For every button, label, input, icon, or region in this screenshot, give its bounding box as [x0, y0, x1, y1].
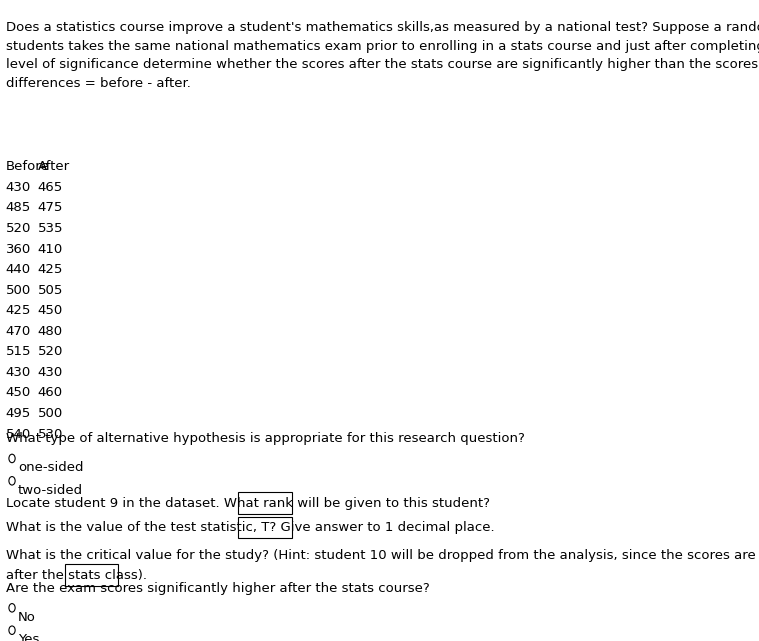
Text: 515: 515	[6, 345, 31, 358]
Text: 535: 535	[38, 222, 63, 235]
Text: 470: 470	[6, 325, 31, 338]
Text: 520: 520	[38, 345, 63, 358]
Text: After: After	[38, 160, 70, 173]
Text: 495: 495	[6, 407, 31, 420]
Text: No: No	[17, 611, 36, 624]
Text: 450: 450	[6, 387, 31, 399]
Text: 430: 430	[6, 366, 31, 379]
Text: What is the value of the test statistic, T? Give answer to 1 decimal place.: What is the value of the test statistic,…	[6, 521, 494, 535]
FancyBboxPatch shape	[238, 517, 291, 538]
Text: 475: 475	[38, 201, 63, 214]
Text: 530: 530	[38, 428, 63, 440]
Text: What is the critical value for the study? (Hint: student 10 will be dropped from: What is the critical value for the study…	[6, 549, 759, 562]
Text: 485: 485	[6, 201, 31, 214]
Text: Yes: Yes	[17, 633, 39, 641]
Text: 500: 500	[38, 407, 63, 420]
Text: 520: 520	[6, 222, 31, 235]
Text: 460: 460	[38, 387, 63, 399]
FancyBboxPatch shape	[65, 564, 118, 586]
Text: Does a statistics course improve a student's mathematics skills,as measured by a: Does a statistics course improve a stude…	[6, 21, 759, 90]
Text: 360: 360	[6, 242, 31, 256]
Text: one-sided: one-sided	[17, 462, 83, 474]
Text: 440: 440	[6, 263, 31, 276]
Text: 465: 465	[38, 181, 63, 194]
Text: 500: 500	[6, 284, 31, 297]
Text: 425: 425	[6, 304, 31, 317]
Text: Before: Before	[6, 160, 49, 173]
Text: two-sided: two-sided	[17, 484, 83, 497]
FancyBboxPatch shape	[238, 492, 291, 514]
Text: Locate student 9 in the dataset. What rank will be given to this student?: Locate student 9 in the dataset. What ra…	[6, 497, 490, 510]
Text: 480: 480	[38, 325, 63, 338]
Text: 430: 430	[38, 366, 63, 379]
Text: 540: 540	[6, 428, 31, 440]
Text: What type of alternative hypothesis is appropriate for this research question?: What type of alternative hypothesis is a…	[6, 433, 524, 445]
Text: 425: 425	[38, 263, 63, 276]
Text: 505: 505	[38, 284, 63, 297]
Text: 410: 410	[38, 242, 63, 256]
Text: after the stats class).: after the stats class).	[6, 569, 146, 582]
Text: 450: 450	[38, 304, 63, 317]
Text: 430: 430	[6, 181, 31, 194]
Text: Are the exam scores significantly higher after the stats course?: Are the exam scores significantly higher…	[6, 582, 430, 595]
